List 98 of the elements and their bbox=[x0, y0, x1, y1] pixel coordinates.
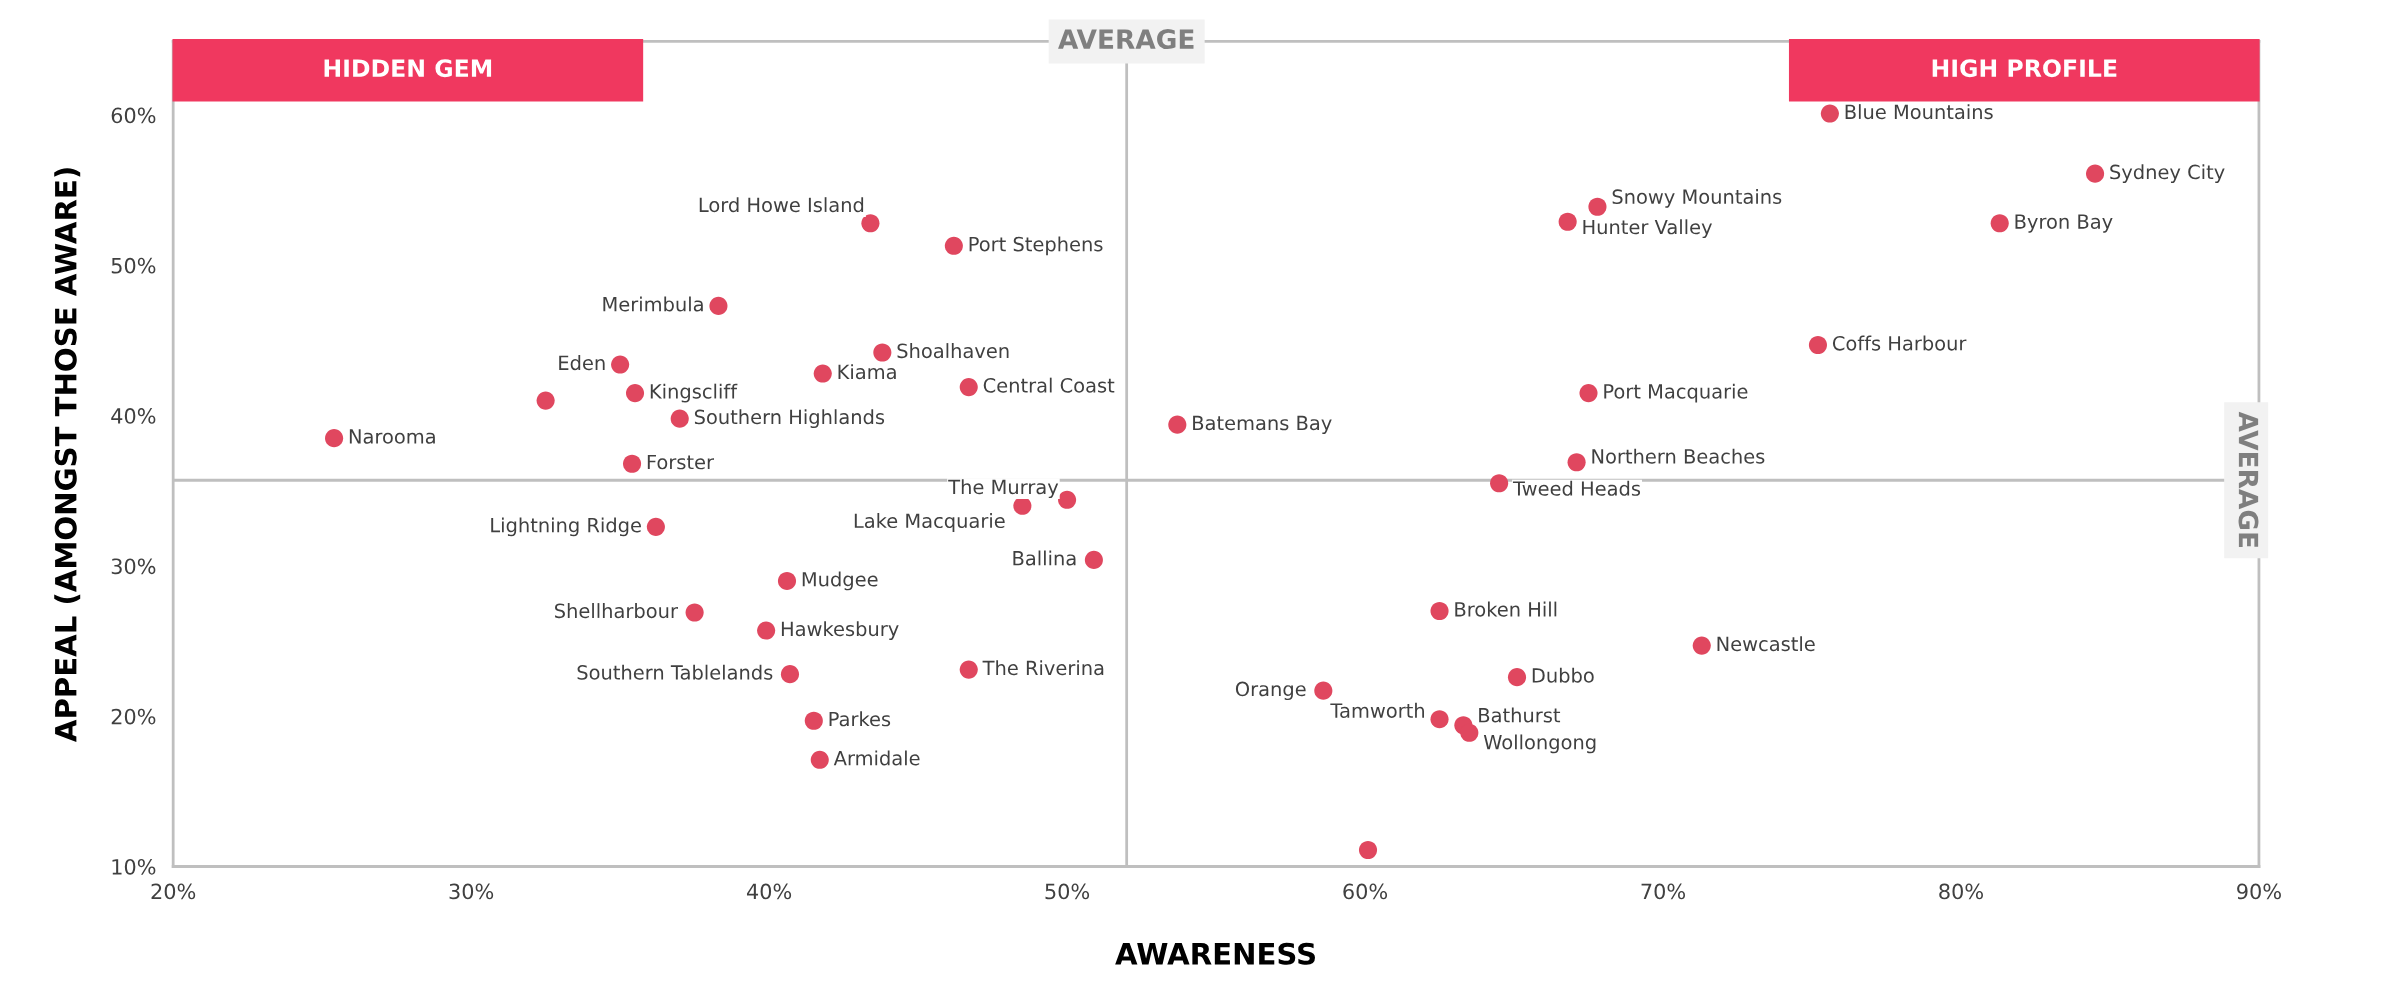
point bbox=[777, 571, 797, 591]
annotation: Bathurst bbox=[1479, 707, 1561, 723]
point bbox=[1490, 474, 1509, 493]
y-tick-label: 20% bbox=[111, 708, 156, 725]
ref-line-label: AVERAGE bbox=[2238, 411, 2259, 548]
y-tick-label: 60% bbox=[111, 107, 156, 124]
x-tick-label: 40% bbox=[746, 883, 792, 900]
annotation: Newcastle bbox=[1717, 636, 1815, 652]
annotation: HIGH PROFILE bbox=[1932, 59, 2117, 78]
annotation: Forster bbox=[647, 454, 715, 470]
annotation: Armidale bbox=[833, 750, 920, 766]
annotation: Tweed Heads bbox=[1512, 480, 1641, 496]
point bbox=[670, 409, 689, 428]
annotation: Mudgee bbox=[802, 571, 878, 591]
annotation: Dubbo bbox=[1532, 667, 1594, 683]
annotation: Shellharbour bbox=[555, 603, 678, 619]
y-tick-label: 50% bbox=[111, 257, 156, 274]
annotation: Hawkesbury bbox=[781, 621, 899, 640]
point bbox=[757, 621, 776, 640]
point bbox=[780, 665, 800, 684]
annotation: Lord Howe Island bbox=[699, 197, 864, 213]
point bbox=[646, 517, 665, 536]
point bbox=[1358, 840, 1378, 860]
annotation: Southern Tablelands bbox=[577, 664, 773, 680]
x-tick-label: 20% bbox=[151, 883, 196, 900]
annotation: Lightning Ridge bbox=[491, 517, 641, 537]
point bbox=[959, 660, 978, 679]
annotation: Central Coast bbox=[983, 377, 1115, 393]
annotation: Kiama bbox=[838, 364, 896, 380]
point bbox=[611, 355, 630, 374]
annotation: Sydney City bbox=[2110, 164, 2225, 184]
point bbox=[625, 384, 645, 403]
point bbox=[709, 296, 728, 315]
point bbox=[959, 378, 978, 397]
point bbox=[1820, 104, 1839, 123]
point bbox=[810, 750, 829, 769]
point bbox=[1507, 668, 1527, 687]
x-tick-label: 70% bbox=[1641, 883, 1686, 900]
point bbox=[1058, 490, 1077, 509]
point bbox=[325, 429, 344, 448]
annotation: Hunter Valley bbox=[1583, 219, 1712, 239]
point bbox=[1808, 335, 1828, 355]
point bbox=[1430, 601, 1449, 621]
point bbox=[1558, 212, 1577, 231]
y-tick-label: 10% bbox=[112, 858, 156, 875]
x-tick-label: 50% bbox=[1045, 883, 1090, 900]
annotation: Narooma bbox=[349, 429, 435, 444]
annotation: Lake Macquarie bbox=[854, 513, 1005, 532]
annotation: Northern Beaches bbox=[1592, 448, 1765, 464]
y-axis-title: APPEAL (AMONGST THOSE AWARE) bbox=[54, 168, 81, 742]
annotation: Eden bbox=[559, 355, 605, 371]
point bbox=[2086, 164, 2105, 183]
point bbox=[813, 364, 832, 383]
x-axis-title: AWARENESS bbox=[1115, 942, 1315, 965]
y-tick-label: 40% bbox=[111, 408, 156, 424]
annotation: Kingscliff bbox=[650, 383, 738, 403]
point bbox=[1990, 214, 2009, 233]
y-tick-label: 30% bbox=[111, 558, 156, 575]
annotation: Merimbula bbox=[603, 296, 703, 312]
annotation: The Murray bbox=[948, 479, 1059, 499]
annotation: Southern Highlands bbox=[694, 409, 885, 429]
annotation: Blue Mountains bbox=[1845, 104, 1993, 120]
ref-line-label: AVERAGE bbox=[1058, 29, 1194, 50]
point bbox=[1168, 415, 1187, 434]
annotation: Port Macquarie bbox=[1604, 383, 1748, 403]
annotation: Tamworth bbox=[1330, 702, 1424, 718]
point bbox=[1084, 550, 1103, 569]
point bbox=[1314, 681, 1333, 700]
annotation: Broken Hill bbox=[1455, 601, 1557, 617]
point bbox=[1460, 723, 1479, 742]
annotation: Wollongong bbox=[1483, 734, 1596, 754]
annotation: HIDDEN GEM bbox=[324, 59, 492, 78]
annotation: Shoalhaven bbox=[897, 343, 1009, 359]
annotation: Byron Bay bbox=[2015, 214, 2113, 233]
x-tick-label: 30% bbox=[449, 883, 494, 900]
point bbox=[1567, 453, 1586, 472]
point bbox=[1579, 384, 1598, 403]
point bbox=[1430, 710, 1449, 729]
point bbox=[1588, 197, 1607, 216]
x-tick-label: 90% bbox=[2237, 883, 2281, 900]
point bbox=[944, 236, 963, 255]
x-tick-label: 60% bbox=[1343, 883, 1388, 900]
point bbox=[804, 711, 823, 730]
point bbox=[1692, 636, 1711, 655]
annotation: Coffs Harbour bbox=[1832, 335, 1967, 351]
annotation: Parkes bbox=[829, 711, 891, 727]
annotation: Orange bbox=[1235, 681, 1306, 701]
point bbox=[622, 454, 642, 473]
annotation: Ballina bbox=[1013, 550, 1076, 566]
point bbox=[536, 391, 555, 410]
annotation: Batemans Bay bbox=[1193, 415, 1332, 435]
point bbox=[685, 603, 704, 622]
annotation: The Riverina bbox=[982, 660, 1104, 676]
point bbox=[873, 343, 892, 362]
annotation: Snowy Mountains bbox=[1612, 188, 1782, 208]
annotation: Port Stephens bbox=[969, 236, 1103, 256]
point bbox=[861, 214, 880, 233]
x-tick-label: 80% bbox=[1939, 883, 1983, 900]
